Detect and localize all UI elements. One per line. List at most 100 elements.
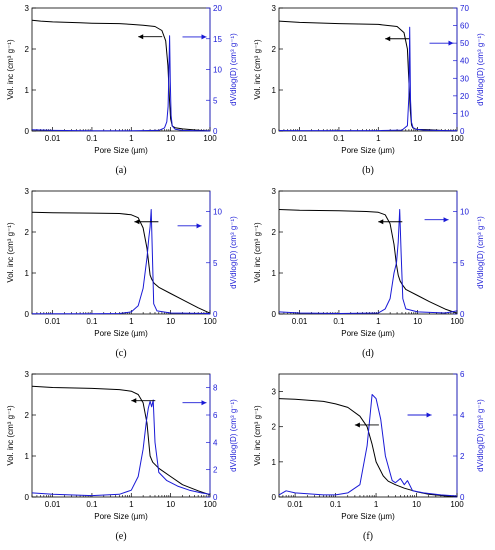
- x-tick-label: 100: [450, 500, 464, 509]
- y2-axis-label: dV/dlog(D) (cm³ g⁻¹): [229, 216, 238, 289]
- x-tick-label: 0.01: [45, 500, 61, 509]
- y2-tick-label: 4: [213, 438, 218, 447]
- x-tick-label: 10: [412, 500, 421, 509]
- x-tick-label: 0.01: [292, 317, 308, 326]
- left-arrow-head: [385, 36, 391, 42]
- cumulative-volume-line: [278, 398, 458, 498]
- y-tick-label: 1: [25, 452, 30, 461]
- y2-tick-label: 10: [460, 208, 469, 217]
- y2-tick-label: 8: [213, 384, 218, 393]
- x-tick-label: 0.1: [86, 317, 98, 326]
- y2-tick-label: 0: [460, 493, 465, 502]
- x-tick-label: 1: [376, 134, 381, 143]
- plot-frame: [31, 7, 211, 132]
- x-tick-label: 100: [203, 500, 217, 509]
- y-axis-label: Vol. inc (cm³ g⁻¹): [6, 39, 15, 100]
- chart-panel-a: 0.01 0.1 1 10 100 0 1 2 3 0 5 10 15 20 Pore Size (µm) V…: [0, 0, 247, 183]
- panel-caption: (e): [115, 531, 127, 542]
- x-axis-label: Pore Size (µm): [341, 512, 395, 521]
- y2-tick-label: 0: [460, 127, 465, 136]
- x-tick-label: 0.1: [333, 317, 345, 326]
- y-tick-label: 3: [25, 370, 30, 379]
- y2-axis-label: dV/dlog(D) (cm³ g⁻¹): [476, 399, 485, 472]
- plot-frame: [278, 7, 458, 132]
- y2-tick-label: 5: [213, 259, 218, 268]
- y2-tick-label: 5: [213, 96, 218, 105]
- y2-tick-label: 10: [213, 208, 222, 217]
- y2-tick-label: 15: [213, 35, 222, 44]
- x-tick-label: 0.01: [287, 500, 303, 509]
- y-tick-label: 0: [272, 127, 277, 136]
- y-tick-label: 1: [272, 86, 277, 95]
- y2-tick-label: 60: [460, 22, 469, 31]
- y-tick-label: 1: [25, 269, 30, 278]
- x-tick-label: 0.1: [86, 500, 98, 509]
- y-tick-label: 0: [25, 310, 30, 319]
- y2-tick-label: 50: [460, 39, 469, 48]
- x-tick-label: 1: [374, 500, 379, 509]
- panel-caption: (f): [363, 531, 373, 542]
- left-arrow-head: [354, 422, 360, 428]
- y-tick-label: 3: [25, 187, 30, 196]
- y-tick-label: 2: [272, 228, 277, 237]
- y2-tick-label: 20: [213, 4, 222, 13]
- y2-tick-label: 6: [213, 411, 218, 420]
- plot-frame: [31, 373, 211, 498]
- left-arrow-head: [131, 398, 137, 404]
- x-tick-label: 1: [129, 134, 134, 143]
- cumulative-volume-line: [278, 209, 458, 314]
- y2-tick-label: 10: [460, 109, 469, 118]
- x-tick-label: 10: [413, 134, 422, 143]
- y-tick-label: 2: [25, 228, 30, 237]
- y2-tick-label: 6: [460, 370, 465, 379]
- cumulative-volume-line: [31, 385, 211, 496]
- x-tick-label: 100: [203, 317, 217, 326]
- x-tick-label: 100: [450, 134, 464, 143]
- right-arrow-head: [426, 412, 432, 418]
- panel-caption: (a): [115, 165, 127, 176]
- y-tick-label: 0: [25, 127, 30, 136]
- y2-tick-label: 20: [460, 92, 469, 101]
- y2-tick-label: 0: [213, 127, 218, 136]
- chart-panel-b: 0.01 0.1 1 10 100 0 1 2 3 0 10 20 30 40 50 60 70 Pore Siz…: [247, 0, 494, 183]
- y-tick-label: 2: [25, 411, 30, 420]
- y-axis-label: Vol. inc (cm³ g⁻¹): [253, 405, 262, 466]
- y-tick-label: 1: [25, 86, 30, 95]
- y-tick-label: 3: [272, 4, 277, 13]
- chart-panel-c: 0.01 0.1 1 10 100 0 1 2 3 0 5 10 Pore Size (µm) Vol. …: [0, 183, 247, 366]
- x-tick-label: 10: [166, 500, 175, 509]
- y-tick-label: 3: [272, 388, 277, 397]
- y2-tick-label: 4: [460, 411, 465, 420]
- y2-tick-label: 40: [460, 57, 469, 66]
- y-tick-label: 2: [25, 45, 30, 54]
- y-tick-label: 3: [272, 187, 277, 196]
- right-arrow-head: [201, 34, 207, 40]
- left-arrow-head: [138, 34, 144, 40]
- x-tick-label: 100: [203, 134, 217, 143]
- x-tick-label: 0.01: [45, 134, 61, 143]
- pore-distribution-line: [31, 399, 211, 497]
- right-arrow-head: [448, 40, 454, 46]
- cumulative-volume-line: [31, 19, 211, 132]
- y-tick-label: 3: [25, 4, 30, 13]
- left-arrow-head: [378, 219, 384, 225]
- pore-distribution-line: [278, 394, 458, 497]
- y2-tick-label: 0: [460, 310, 465, 319]
- x-tick-label: 0.1: [333, 134, 345, 143]
- x-axis-label: Pore Size (µm): [341, 329, 395, 338]
- cumulative-volume-line: [278, 20, 458, 132]
- right-arrow-head: [196, 223, 202, 229]
- x-tick-label: 0.01: [45, 317, 61, 326]
- panel-caption: (c): [115, 348, 127, 359]
- y2-tick-label: 2: [460, 452, 465, 461]
- x-tick-label: 0.1: [330, 500, 342, 509]
- x-tick-label: 1: [129, 317, 134, 326]
- y-tick-label: 1: [272, 269, 277, 278]
- chart-panel-d: 0.01 0.1 1 10 100 0 1 2 3 0 5 10 Pore Size (µm) Vol. …: [247, 183, 494, 366]
- y-tick-label: 2: [272, 45, 277, 54]
